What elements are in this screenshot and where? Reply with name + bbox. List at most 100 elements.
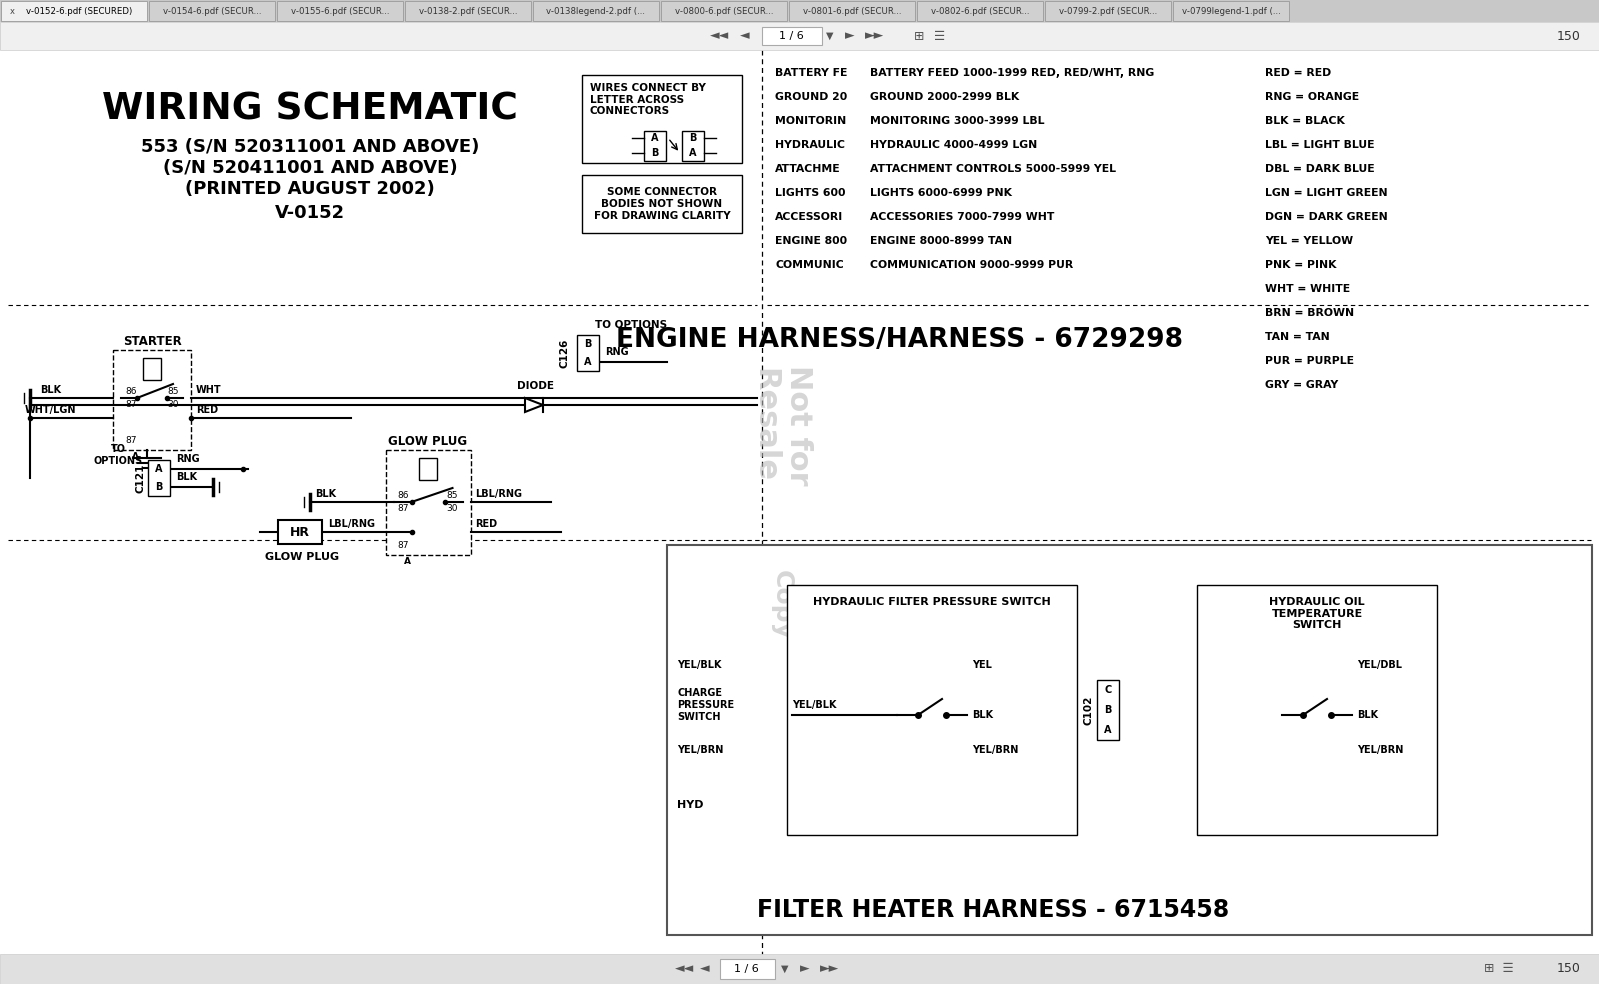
Bar (1174, 1, 1289, 21)
Text: 553 (S/N 520311001 AND ABOVE): 553 (S/N 520311001 AND ABOVE) (141, 138, 480, 156)
Text: LBL/RNG: LBL/RNG (328, 519, 376, 529)
Text: YEL/BRN: YEL/BRN (1358, 745, 1404, 755)
Text: PUR = PURPLE: PUR = PURPLE (1265, 356, 1354, 366)
Text: HYDRAULIC 4000-4999 LGN: HYDRAULIC 4000-4999 LGN (870, 140, 1038, 150)
Text: ENGINE 800: ENGINE 800 (776, 236, 847, 246)
Text: HYD: HYD (676, 800, 704, 810)
Text: ACCESSORI: ACCESSORI (776, 212, 843, 222)
Text: ►►: ►► (820, 962, 839, 975)
Text: Not for
Resale: Not for Resale (750, 365, 814, 485)
Bar (142, 358, 161, 380)
Text: YEL: YEL (972, 660, 991, 670)
Text: v-0138legend-2.pdf (...: v-0138legend-2.pdf (... (547, 7, 646, 16)
Text: CHARGE
PRESSURE
SWITCH: CHARGE PRESSURE SWITCH (676, 689, 734, 721)
Text: ◄: ◄ (700, 962, 710, 975)
Text: BATTERY FE: BATTERY FE (776, 68, 847, 78)
Text: GROUND 2000-2999 BLK: GROUND 2000-2999 BLK (870, 92, 1019, 102)
Bar (1198, 585, 1438, 835)
Text: LIGHTS 600: LIGHTS 600 (776, 188, 846, 198)
Bar (419, 458, 437, 480)
Text: STARTER: STARTER (123, 335, 181, 348)
Text: DBL = DARK BLUE: DBL = DARK BLUE (1265, 164, 1375, 174)
Text: 87: 87 (398, 541, 409, 550)
Text: v-0802-6.pdf (SECUR...: v-0802-6.pdf (SECUR... (931, 7, 1030, 16)
Text: ⊞: ⊞ (915, 30, 924, 42)
Text: TO OPTIONS: TO OPTIONS (595, 320, 667, 330)
Text: Copy: Copy (771, 570, 795, 640)
Bar (1097, 680, 1119, 740)
Text: 85: 85 (168, 387, 179, 396)
Text: BLK: BLK (40, 385, 61, 395)
Text: v-0155-6.pdf (SECUR...: v-0155-6.pdf (SECUR... (291, 7, 389, 16)
Bar (761, 27, 822, 45)
Text: MONITORIN: MONITORIN (776, 116, 846, 126)
Bar (720, 959, 774, 979)
Text: 150: 150 (1557, 30, 1581, 42)
Text: C121: C121 (134, 463, 146, 493)
Text: TAN = TAN: TAN = TAN (1265, 332, 1330, 342)
Bar (0, 954, 1599, 984)
Text: ◄◄: ◄◄ (675, 962, 694, 975)
Text: WHT/LGN: WHT/LGN (26, 405, 77, 415)
Text: SOME CONNECTOR
BODIES NOT SHOWN
FOR DRAWING CLARITY: SOME CONNECTOR BODIES NOT SHOWN FOR DRAW… (593, 187, 731, 220)
Bar (405, 1, 531, 21)
Text: ENGINE 8000-8999 TAN: ENGINE 8000-8999 TAN (870, 236, 1012, 246)
Text: HYDRAULIC: HYDRAULIC (776, 140, 844, 150)
Text: BATTERY FEED 1000-1999 RED, RED/WHT, RNG: BATTERY FEED 1000-1999 RED, RED/WHT, RNG (870, 68, 1154, 78)
Bar (644, 131, 667, 161)
Text: ▼: ▼ (825, 31, 833, 41)
Text: ATTACHME: ATTACHME (776, 164, 841, 174)
Text: LBL/RNG: LBL/RNG (475, 489, 523, 499)
Bar (683, 131, 704, 161)
Text: BRN = BROWN: BRN = BROWN (1265, 308, 1354, 318)
Text: ATTACHMENT CONTROLS 5000-5999 YEL: ATTACHMENT CONTROLS 5000-5999 YEL (870, 164, 1116, 174)
Text: (PRINTED AUGUST 2002): (PRINTED AUGUST 2002) (185, 180, 435, 198)
Bar (582, 75, 742, 163)
Text: v-0138-2.pdf (SECUR...: v-0138-2.pdf (SECUR... (419, 7, 516, 16)
Text: A: A (584, 357, 592, 367)
Text: MONITORING 3000-3999 LBL: MONITORING 3000-3999 LBL (870, 116, 1044, 126)
Bar (1046, 1, 1170, 21)
Bar (278, 520, 321, 544)
Text: v-0801-6.pdf (SECUR...: v-0801-6.pdf (SECUR... (803, 7, 902, 16)
Text: (S/N 520411001 AND ABOVE): (S/N 520411001 AND ABOVE) (163, 159, 457, 177)
Bar (582, 175, 742, 233)
Text: RNG: RNG (176, 454, 200, 464)
Text: PNK = PINK: PNK = PINK (1265, 260, 1337, 270)
Text: DIODE: DIODE (516, 381, 553, 391)
Text: A: A (131, 452, 139, 461)
Text: v-0799legend-1.pdf (...: v-0799legend-1.pdf (... (1182, 7, 1281, 16)
Text: ◄◄: ◄◄ (710, 30, 729, 42)
Text: BLK: BLK (176, 472, 197, 482)
Text: LIGHTS 6000-6999 PNK: LIGHTS 6000-6999 PNK (870, 188, 1012, 198)
Text: C: C (1105, 685, 1111, 695)
Text: B: B (584, 339, 592, 349)
Text: v-0800-6.pdf (SECUR...: v-0800-6.pdf (SECUR... (675, 7, 774, 16)
Text: YEL/BLK: YEL/BLK (676, 660, 721, 670)
Bar (916, 1, 1043, 21)
Text: ▼: ▼ (780, 964, 788, 974)
Text: ►►: ►► (865, 30, 884, 42)
Text: ACCESSORIES 7000-7999 WHT: ACCESSORIES 7000-7999 WHT (870, 212, 1054, 222)
Text: YEL/BRN: YEL/BRN (676, 745, 723, 755)
Text: ►: ► (800, 962, 809, 975)
Text: x: x (10, 7, 14, 16)
Text: B: B (1105, 705, 1111, 715)
Text: COMMUNIC: COMMUNIC (776, 260, 844, 270)
Text: v-0799-2.pdf (SECUR...: v-0799-2.pdf (SECUR... (1059, 7, 1158, 16)
Text: 30: 30 (446, 504, 459, 513)
Text: 1 / 6: 1 / 6 (779, 31, 804, 41)
Text: LBL = LIGHT BLUE: LBL = LIGHT BLUE (1265, 140, 1375, 150)
Polygon shape (524, 398, 544, 412)
Text: C102: C102 (1084, 696, 1094, 724)
Bar (787, 585, 1078, 835)
Bar (385, 450, 470, 555)
Bar (277, 1, 403, 21)
Bar (114, 350, 190, 450)
Bar (532, 1, 659, 21)
Text: TO
OPTIONS: TO OPTIONS (93, 444, 142, 465)
Bar (0, 0, 1599, 22)
Text: BLK: BLK (1358, 710, 1378, 720)
Text: 86: 86 (125, 387, 138, 396)
Text: WHT: WHT (197, 385, 222, 395)
